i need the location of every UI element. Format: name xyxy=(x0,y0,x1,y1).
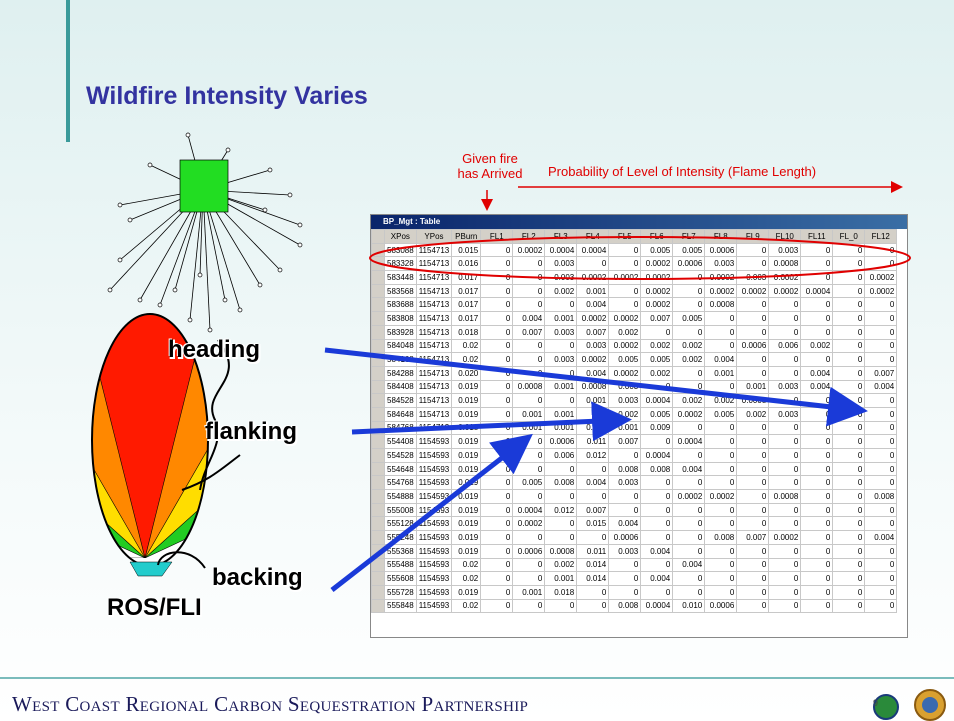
label-ros: ROS/FLI xyxy=(107,594,202,622)
ignition-base xyxy=(130,562,172,576)
ray-end xyxy=(238,308,242,312)
label-flanking: flanking xyxy=(205,418,297,446)
ray-end xyxy=(128,218,132,222)
blue-arrow xyxy=(332,440,525,590)
blue-arrow xyxy=(352,420,622,432)
ray-end xyxy=(223,298,227,302)
ray-end xyxy=(298,243,302,247)
page-number: 9 xyxy=(873,698,878,708)
label-heading: heading xyxy=(168,336,260,364)
ray-end xyxy=(258,283,262,287)
intensity-fan xyxy=(0,248,465,578)
footer-text: West Coast Regional Carbon Sequestration… xyxy=(12,692,528,717)
label-backing: backing xyxy=(212,564,303,592)
ray-end xyxy=(158,303,162,307)
ray-end xyxy=(148,163,152,167)
ray-end xyxy=(263,208,267,212)
ray-end xyxy=(186,133,190,137)
ray-end xyxy=(173,288,177,292)
ray-end xyxy=(226,148,230,152)
ray-end xyxy=(138,298,142,302)
seal-logo-inner xyxy=(922,697,938,713)
burn-cell xyxy=(180,160,228,212)
slide: Wildfire Intensity Varies Given fire has… xyxy=(0,0,954,721)
ray-end xyxy=(118,203,122,207)
ray-end xyxy=(118,258,122,262)
ray-end xyxy=(208,328,212,332)
ray-end xyxy=(188,318,192,322)
ray-end xyxy=(298,223,302,227)
ray-end xyxy=(278,268,282,272)
ray-end xyxy=(108,288,112,292)
blue-arrow xyxy=(325,350,858,410)
ray-end xyxy=(198,273,202,277)
ray-end xyxy=(288,193,292,197)
highlight-ellipse xyxy=(370,237,910,279)
ray-end xyxy=(268,168,272,172)
